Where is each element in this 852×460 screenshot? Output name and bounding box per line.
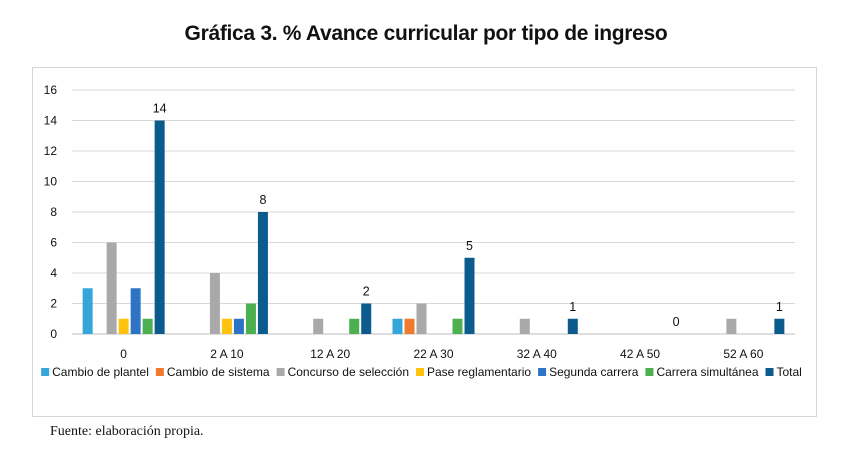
- bar: [154, 120, 165, 334]
- bar: [106, 242, 117, 334]
- bar: [392, 318, 403, 334]
- x-tick-label: 42 A 50: [620, 347, 660, 361]
- chart-title: Gráfica 3. % Avance curricular por tipo …: [184, 22, 668, 45]
- bar: [233, 318, 244, 334]
- legend-label: Total: [777, 365, 802, 379]
- legend-swatch: [765, 368, 774, 376]
- legend-label: Cambio de sistema: [167, 365, 270, 379]
- bar: [221, 318, 232, 334]
- bar: [313, 318, 324, 334]
- y-tick-label: 4: [50, 266, 57, 280]
- x-tick-label: 2 A 10: [210, 347, 244, 361]
- source-note: Fuente: elaboración propia.: [50, 424, 204, 439]
- bar: [519, 318, 530, 334]
- data-label: 1: [776, 300, 783, 314]
- x-tick-label: 32 A 40: [517, 347, 557, 361]
- legend-label: Concurso de selección: [288, 365, 409, 379]
- x-tick-label: 22 A 30: [413, 347, 453, 361]
- bar: [118, 318, 129, 334]
- legend-label: Cambio de plantel: [52, 365, 149, 379]
- bar: [361, 303, 372, 334]
- y-tick-label: 10: [44, 175, 58, 189]
- y-tick-label: 16: [44, 83, 58, 97]
- bar: [404, 318, 415, 334]
- bar: [209, 273, 220, 334]
- x-tick-label: 52 A 60: [723, 347, 763, 361]
- bar: [142, 318, 153, 334]
- bar: [257, 212, 268, 334]
- bar: [82, 288, 93, 334]
- x-tick-label: 0: [120, 347, 127, 361]
- bar: [416, 303, 427, 334]
- data-label: 8: [259, 193, 266, 207]
- chart-frame: [32, 67, 817, 417]
- x-tick-label: 12 A 20: [310, 347, 350, 361]
- bar: [130, 288, 141, 334]
- bar: [464, 257, 475, 334]
- legend-swatch: [41, 368, 50, 376]
- legend-label: Segunda carrera: [549, 365, 639, 379]
- legend-swatch: [645, 368, 654, 376]
- legend-swatch: [416, 368, 424, 376]
- legend-label: Pase reglamentario: [427, 365, 531, 379]
- data-label: 0: [673, 315, 680, 329]
- data-label: 1: [569, 300, 576, 314]
- y-tick-label: 8: [50, 205, 57, 219]
- legend-swatch: [155, 368, 164, 376]
- legend-label: Carrera simultánea: [656, 365, 758, 379]
- y-tick-label: 12: [44, 144, 58, 158]
- data-label: 2: [363, 285, 370, 299]
- bar: [245, 303, 256, 334]
- y-tick-label: 0: [50, 327, 57, 341]
- y-tick-label: 6: [50, 236, 57, 250]
- bar: [726, 318, 737, 334]
- y-tick-label: 2: [50, 297, 57, 311]
- bar: [567, 318, 578, 334]
- y-tick-label: 14: [44, 114, 58, 128]
- legend-swatch: [276, 368, 285, 376]
- legend-swatch: [538, 368, 547, 376]
- data-label: 5: [466, 239, 473, 253]
- bar: [349, 318, 360, 334]
- bar: [452, 318, 463, 334]
- bar: [774, 318, 785, 334]
- data-label: 14: [153, 102, 167, 116]
